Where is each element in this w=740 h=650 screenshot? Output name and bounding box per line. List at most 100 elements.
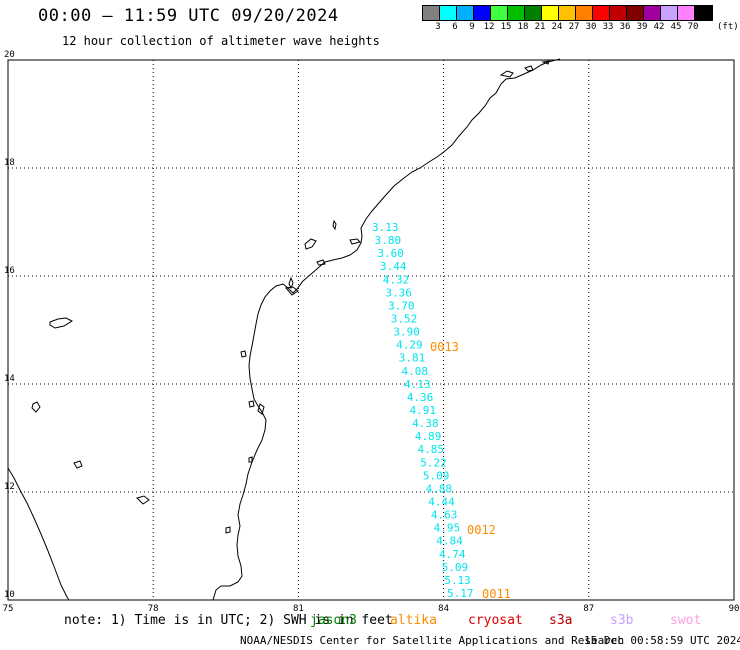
lat-tick-label: 12: [4, 482, 15, 492]
island-north-2: [524, 65, 534, 72]
legend-label: 18: [517, 22, 529, 32]
satellite-label-s3a: s3a: [549, 613, 573, 628]
lat-tick-label: 10: [4, 590, 15, 600]
lat-tick-label: 20: [4, 50, 15, 60]
coastline-east: [212, 58, 561, 601]
pass-time-label: 0012: [467, 523, 496, 537]
wave-height-label: 4.74: [439, 548, 466, 561]
wave-height-label: 4.85: [418, 443, 445, 456]
lon-tick-label: 84: [438, 604, 449, 614]
legend-swatch: [593, 6, 610, 20]
legend-swatch: [610, 6, 627, 20]
wave-height-legend-labels: 3 6 9 12 15 18 21 24 27 30 33 36 39 42 45 70 (ft): [422, 22, 740, 36]
wave-height-label: 3.70: [388, 299, 415, 312]
wave-height-label: 3.90: [393, 326, 420, 339]
island-4: [316, 259, 326, 266]
legend-unit: (ft): [717, 22, 739, 32]
map-frame: [7, 59, 735, 601]
wave-height-label: 4.63: [431, 509, 458, 522]
wave-height-label: 3.36: [385, 286, 412, 299]
island-8: [240, 350, 247, 358]
island-3: [304, 238, 317, 250]
legend-swatch: [525, 6, 542, 20]
wave-height-label: 4.89: [415, 430, 442, 443]
legend-swatch: [559, 6, 576, 20]
satellite-label-swot: swot: [670, 613, 702, 628]
wave-height-label: 3.60: [377, 247, 404, 260]
legend-swatch: [695, 6, 712, 20]
wave-height-label: 4.08: [401, 365, 428, 378]
satellite-label-cryosat: cryosat: [468, 613, 523, 628]
legend-swatch: [508, 6, 525, 20]
legend-swatch: [423, 6, 440, 20]
legend-label: 36: [619, 22, 631, 32]
island-14: [136, 495, 150, 505]
footer-note: note: 1) Time is in UTC; 2) SWH is in fe…: [64, 613, 393, 628]
pass-time-label: 0013: [430, 340, 459, 354]
legend-swatch: [678, 6, 695, 20]
wave-height-label: 3.80: [375, 234, 402, 247]
lon-tick-label: 78: [148, 604, 159, 614]
legend-label: 45: [670, 22, 682, 32]
wave-height-label: 4.84: [436, 535, 463, 548]
lon-tick-label: 87: [583, 604, 594, 614]
coastline: [7, 58, 561, 601]
legend-label: 6: [452, 22, 458, 32]
lat-tick-label: 18: [4, 158, 15, 168]
legend-swatch: [576, 6, 593, 20]
wave-height-label: 4.13: [404, 378, 431, 391]
legend-swatch: [474, 6, 491, 20]
wave-height-label: 4.38: [412, 417, 439, 430]
legend-swatch: [491, 6, 508, 20]
island-9: [31, 401, 41, 413]
axis-tick-labels: 75 78 81 84 87 90 10 12 14 16 18 20: [3, 50, 740, 614]
wave-height-legend: [422, 5, 713, 21]
legend-label: 33: [602, 22, 614, 32]
legend-label: 12: [483, 22, 495, 32]
wave-height-label: 4.44: [428, 496, 455, 509]
island-11: [257, 403, 265, 415]
legend-swatch: [644, 6, 661, 20]
wave-height-label: 3.44: [380, 260, 407, 273]
legend-label: 42: [653, 22, 665, 32]
island-7: [49, 317, 74, 329]
legend-swatch: [440, 6, 457, 20]
island-1: [332, 219, 337, 231]
wave-height-label: 3.52: [391, 313, 418, 326]
pass-time-labels: 0013 0012 0011: [430, 340, 511, 601]
wave-height-label: 4.95: [434, 522, 461, 535]
legend-swatch: [457, 6, 474, 20]
wave-height-label: 4.91: [410, 404, 437, 417]
wave-height-label: 4.32: [383, 273, 410, 286]
satellite-label-s3b: s3b: [610, 613, 634, 628]
satellite-label-altika: altika: [390, 613, 437, 628]
island-2: [349, 238, 361, 245]
island-6: [285, 286, 299, 296]
satellite-label-jason3: jason3: [310, 613, 357, 628]
island-10: [248, 400, 255, 408]
legend-label: 9: [469, 22, 475, 32]
legend-swatch: [542, 6, 559, 20]
legend-label: 24: [551, 22, 563, 32]
wave-height-label: 5.17: [447, 587, 474, 600]
island-north-1: [499, 70, 514, 78]
wave-height-label: 4.88: [426, 482, 453, 495]
wave-height-label: 4.29: [396, 339, 423, 352]
wave-height-label: 5.09: [442, 561, 469, 574]
wave-height-label: 4.36: [407, 391, 434, 404]
credit-text: NOAA/NESDIS Center for Satellite Applica…: [240, 634, 625, 647]
legend-swatch: [661, 6, 678, 20]
legend-swatch: [627, 6, 644, 20]
legend-label: 21: [534, 22, 546, 32]
lon-tick-label: 90: [729, 604, 740, 614]
island-15: [225, 526, 231, 534]
map-grid: [8, 60, 734, 600]
wave-height-label: 3.13: [372, 221, 399, 234]
chart-subtitle: 12 hour collection of altimeter wave hei…: [62, 34, 380, 48]
wave-height-label: 3.81: [399, 352, 426, 365]
pass-time-label: 0011: [482, 587, 511, 601]
wave-height-label: 5.09: [423, 469, 450, 482]
lat-tick-label: 16: [4, 266, 15, 276]
legend-label: 39: [636, 22, 648, 32]
